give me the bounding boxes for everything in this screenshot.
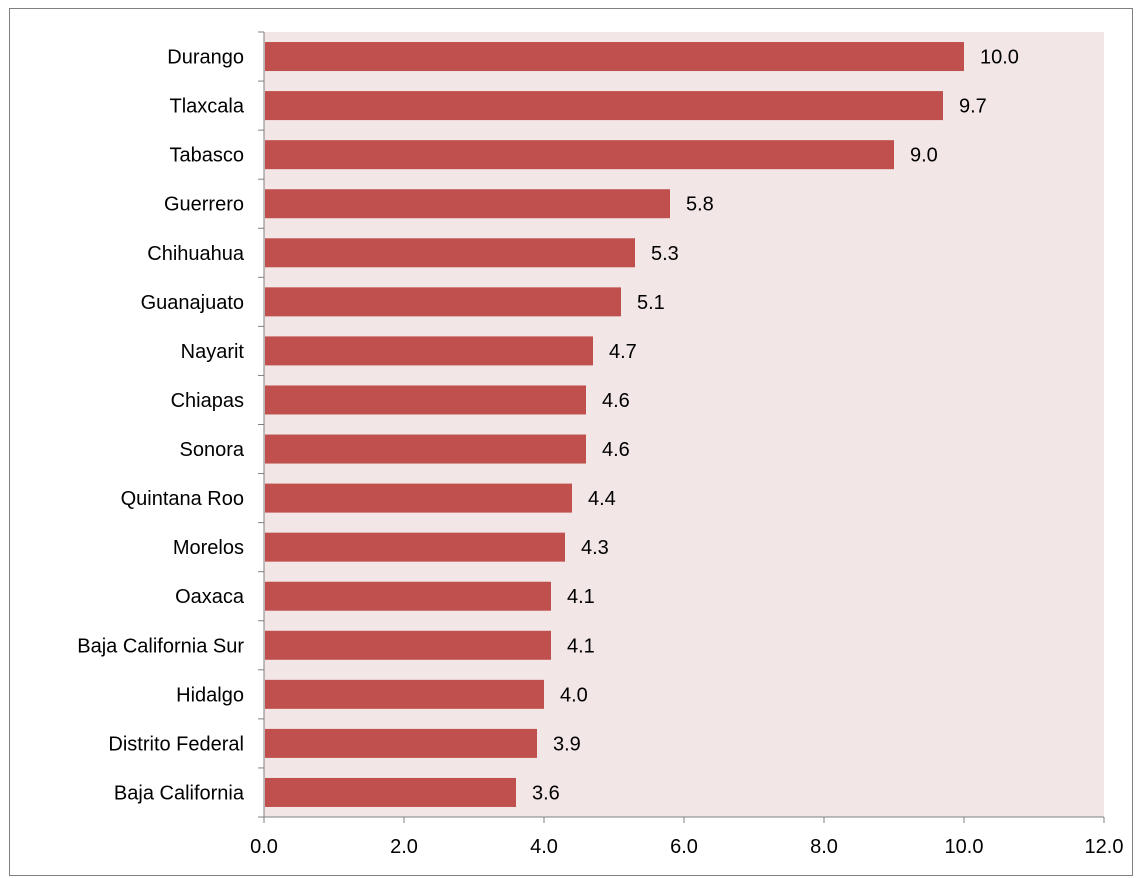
category-label: Tlaxcala	[170, 96, 245, 118]
category-label: Distrito Federal	[108, 733, 244, 755]
x-tick-label: 10.0	[945, 836, 984, 858]
category-label: Hidalgo	[176, 684, 244, 706]
data-label: 4.3	[581, 537, 609, 559]
category-label: Oaxaca	[175, 586, 245, 608]
x-tick-label: 12.0	[1085, 836, 1124, 858]
data-label: 10.0	[980, 47, 1019, 69]
bar	[265, 336, 593, 366]
category-label: Sonora	[180, 439, 245, 461]
data-label: 4.0	[560, 684, 588, 706]
bar	[265, 42, 964, 72]
data-label: 4.1	[567, 586, 595, 608]
bar	[265, 91, 943, 121]
bar	[265, 238, 635, 268]
bar	[265, 777, 516, 807]
x-tick-label: 0.0	[250, 836, 278, 858]
category-label: Chihuahua	[147, 243, 245, 265]
x-tick-label: 8.0	[810, 836, 838, 858]
data-label: 4.7	[609, 341, 637, 363]
category-label: Guanajuato	[141, 292, 244, 314]
bar	[265, 189, 670, 219]
data-label: 5.8	[686, 194, 714, 216]
x-tick-label: 4.0	[530, 836, 558, 858]
bar	[265, 728, 537, 758]
bar	[265, 483, 572, 513]
category-label: Tabasco	[170, 145, 245, 167]
category-label: Baja California Sur	[77, 635, 244, 657]
data-label: 3.6	[532, 782, 560, 804]
bar	[265, 287, 621, 317]
bar	[265, 140, 894, 170]
category-label: Baja California	[114, 782, 245, 804]
data-label: 4.6	[602, 390, 630, 412]
data-label: 5.1	[637, 292, 665, 314]
data-label: 4.4	[588, 488, 616, 510]
data-label: 9.7	[959, 96, 987, 118]
data-label: 5.3	[651, 243, 679, 265]
bar	[265, 385, 586, 415]
bar	[265, 581, 551, 611]
x-tick-label: 6.0	[670, 836, 698, 858]
category-label: Guerrero	[164, 194, 244, 216]
data-label: 3.9	[553, 733, 581, 755]
category-label: Chiapas	[171, 390, 244, 412]
category-label: Durango	[167, 47, 244, 69]
category-label: Quintana Roo	[121, 488, 244, 510]
bar	[265, 679, 544, 709]
data-label: 4.1	[567, 635, 595, 657]
x-tick-label: 2.0	[390, 836, 418, 858]
data-label: 4.6	[602, 439, 630, 461]
bar	[265, 630, 551, 660]
category-label: Morelos	[173, 537, 244, 559]
category-label: Nayarit	[181, 341, 245, 363]
data-label: 9.0	[910, 145, 938, 167]
bar	[265, 532, 565, 562]
bar	[265, 434, 586, 464]
